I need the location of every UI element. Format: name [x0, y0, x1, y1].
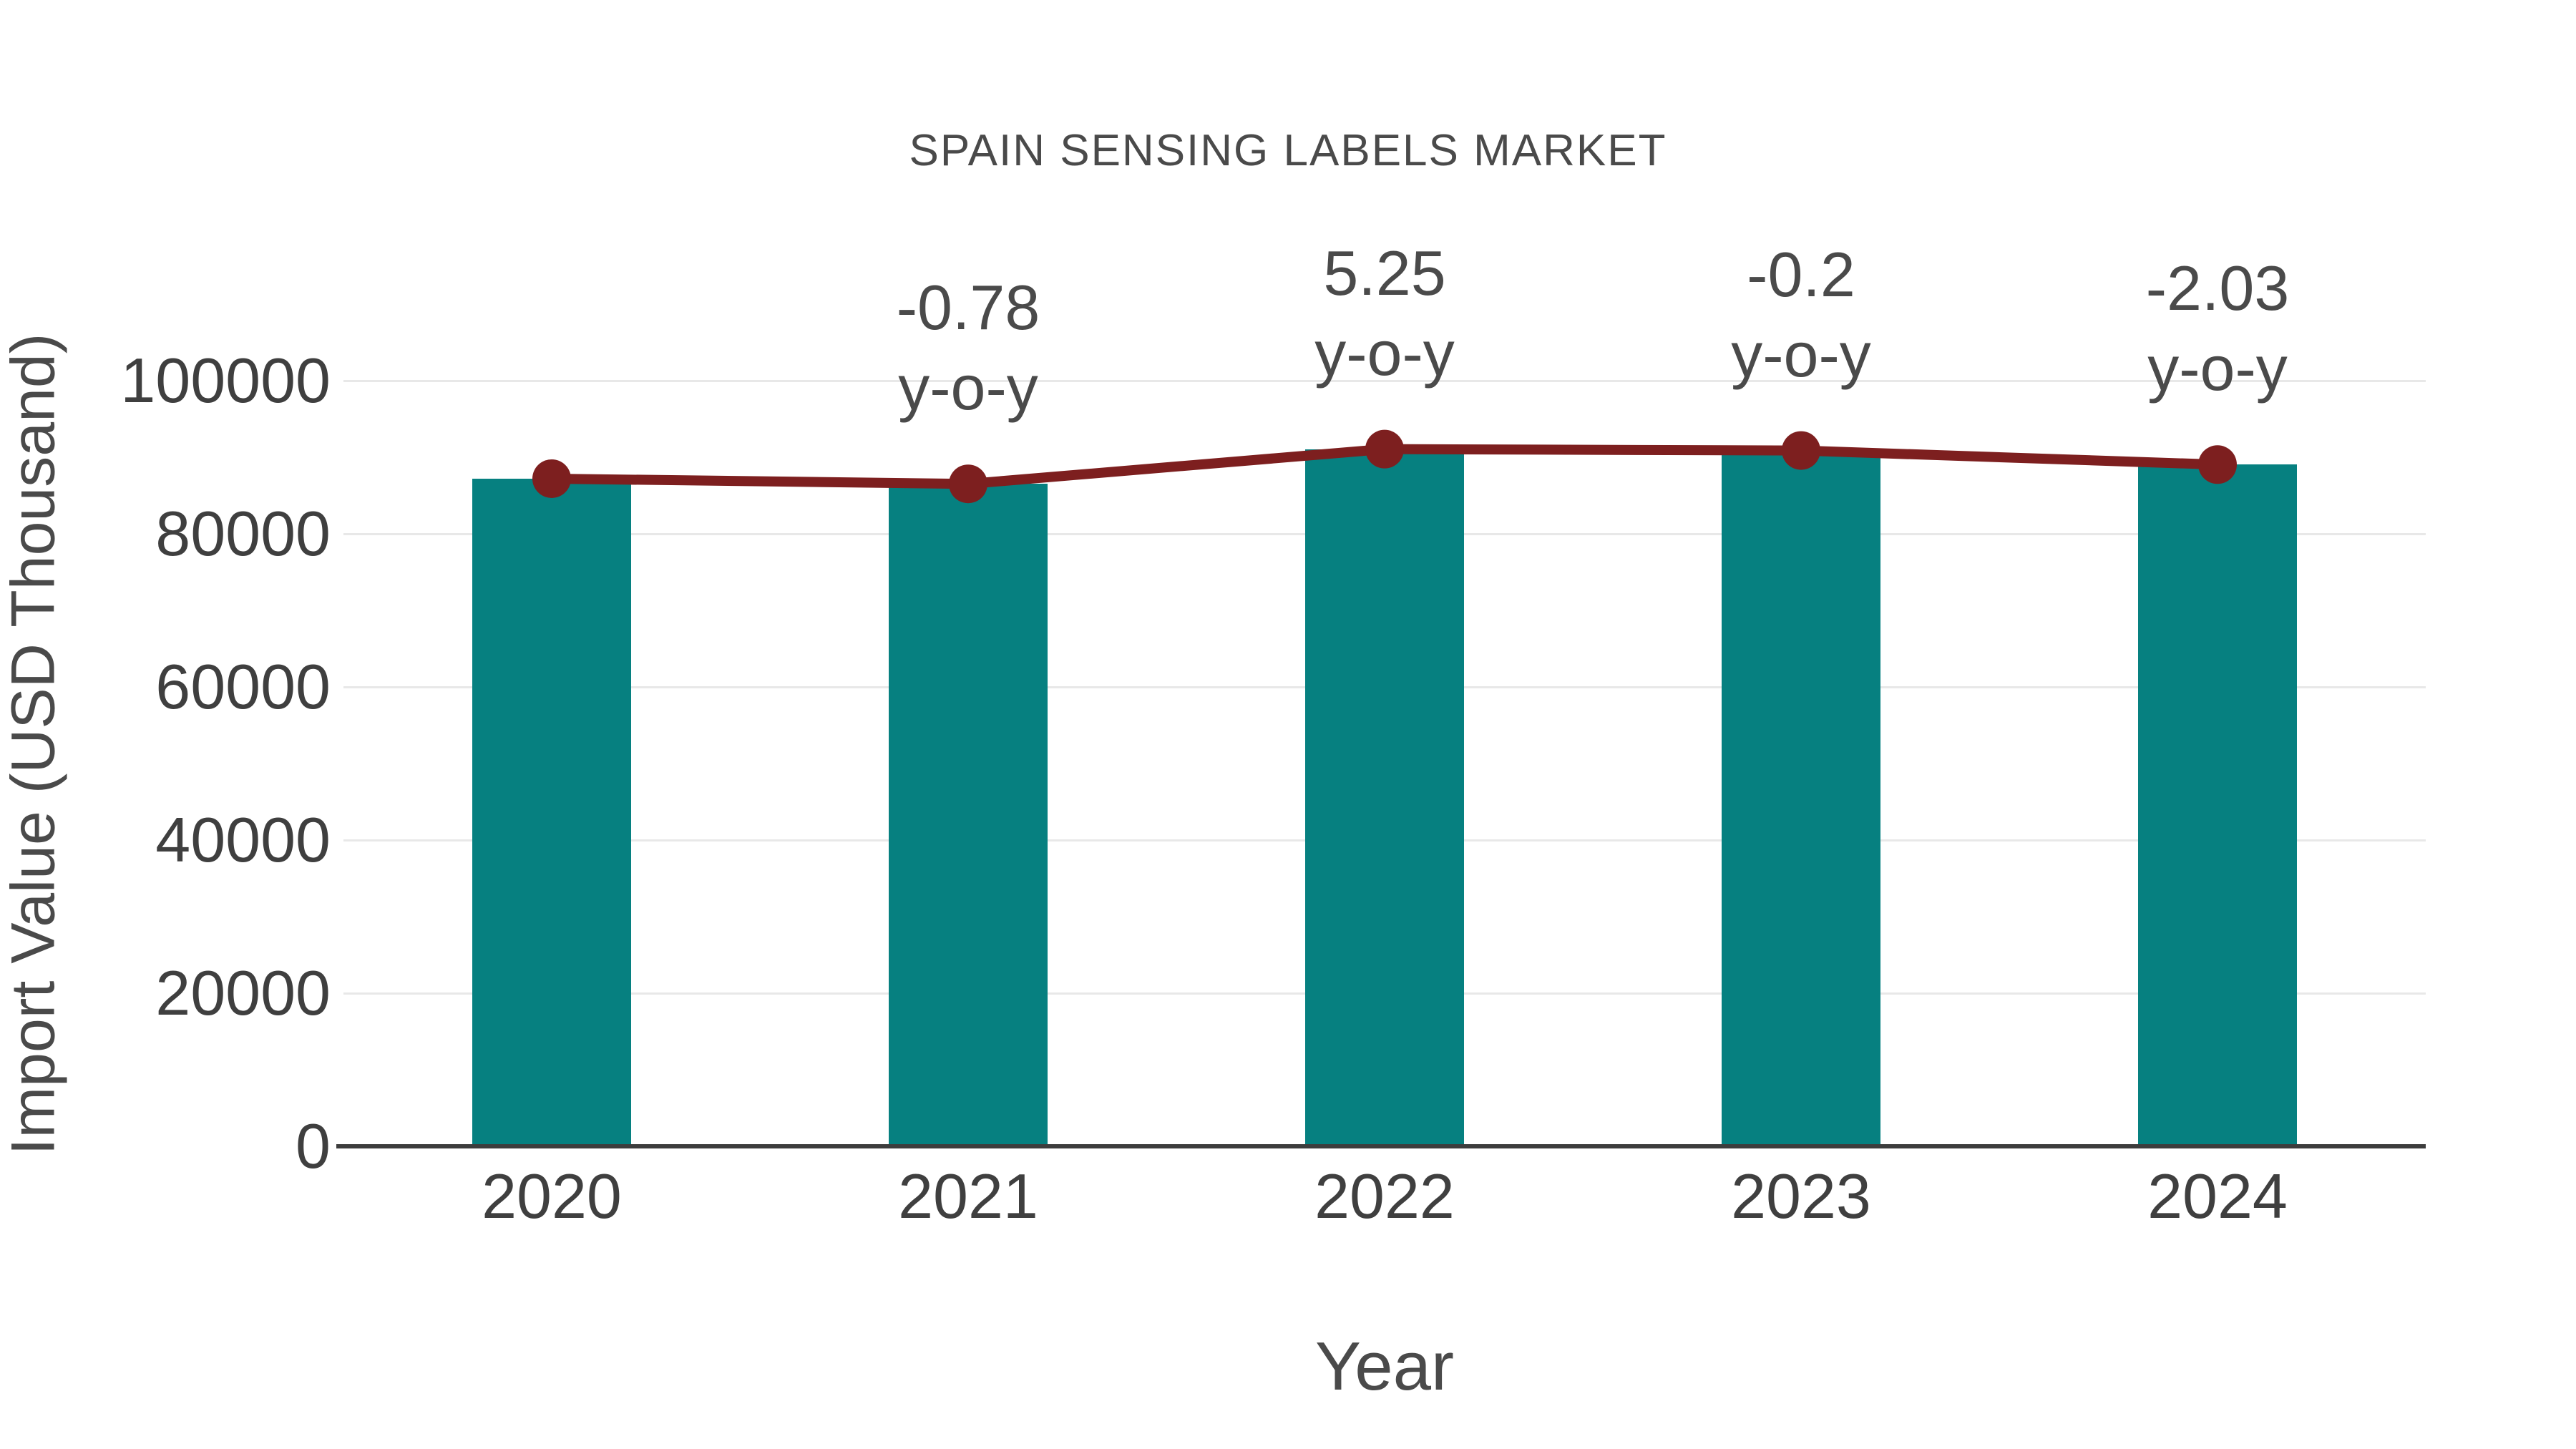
chart-title: SPAIN SENSING LABELS MARKET [909, 126, 1667, 175]
data-point-marker-2021 [949, 464, 987, 504]
bar-2023 [1722, 451, 1880, 1146]
x-tick-label-2020: 2020 [482, 1161, 622, 1231]
x-tick-label-2022: 2022 [1314, 1161, 1455, 1231]
y-tick-label-80000: 80000 [155, 498, 331, 569]
data-point-marker-2024 [2198, 445, 2237, 484]
x-tick-label-2023: 2023 [1731, 1161, 1871, 1231]
x-tick-label-2024: 2024 [2147, 1161, 2288, 1231]
yoy-annotation-2024: -2.03 y-o-y [2146, 248, 2290, 409]
bar-2022 [1305, 449, 1464, 1146]
bar-2021 [889, 484, 1048, 1146]
y-tick-label-0: 0 [296, 1111, 331, 1181]
data-point-marker-2020 [532, 459, 571, 498]
bar-2020 [472, 479, 631, 1146]
yoy-annotation-2023: -0.2 y-o-y [1731, 235, 1871, 395]
x-axis-line [336, 1144, 2426, 1148]
yoy-value: -2.03 [2145, 253, 2290, 324]
yoy-suffix: y-o-y [1314, 317, 1455, 389]
y-tick-label-40000: 40000 [155, 804, 331, 875]
data-point-marker-2022 [1365, 429, 1404, 469]
bar-2024 [2138, 464, 2297, 1146]
data-point-marker-2023 [1782, 431, 1820, 470]
yoy-value: -0.2 [1747, 238, 1855, 310]
yoy-suffix: y-o-y [1731, 318, 1871, 390]
yoy-value: -0.78 [896, 272, 1040, 343]
x-axis-title: Year [1315, 1328, 1454, 1405]
gridline-100000 [343, 380, 2426, 382]
yoy-suffix: y-o-y [898, 352, 1038, 424]
yoy-value: 5.25 [1323, 237, 1446, 308]
y-tick-label-100000: 100000 [120, 345, 331, 416]
y-tick-label-60000: 60000 [155, 651, 331, 722]
x-tick-label-2021: 2021 [898, 1161, 1038, 1231]
yoy-suffix: y-o-y [2147, 333, 2288, 404]
yoy-annotation-2022: 5.25 y-o-y [1314, 233, 1455, 394]
yoy-annotation-2021: -0.78 y-o-y [897, 268, 1040, 428]
y-tick-label-20000: 20000 [155, 957, 331, 1028]
